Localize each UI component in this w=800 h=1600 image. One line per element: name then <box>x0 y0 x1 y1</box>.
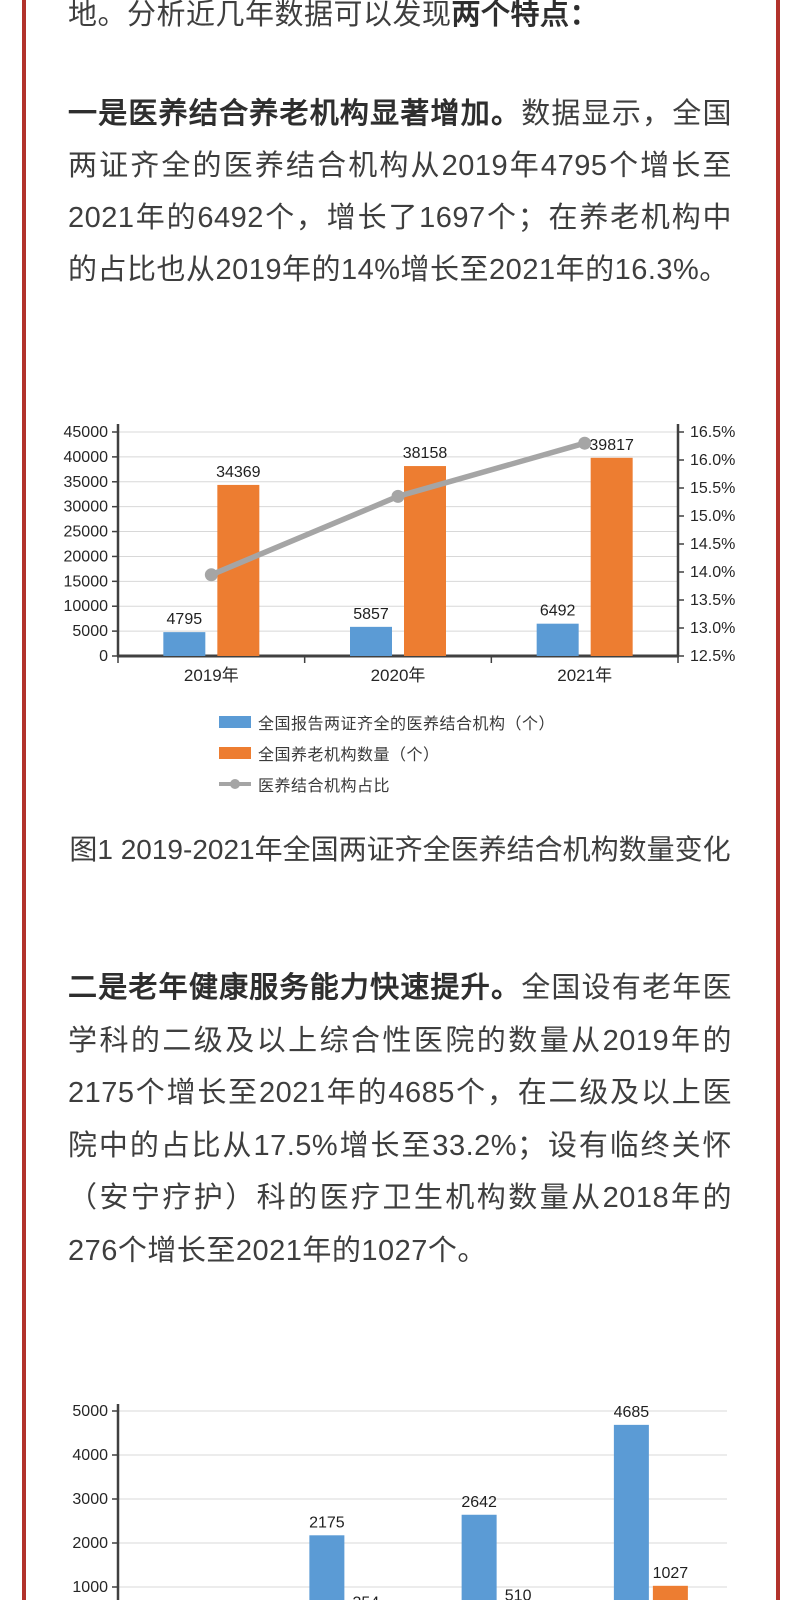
bar-value-label: 2175 <box>309 1514 345 1531</box>
bar-blue <box>309 1535 345 1600</box>
left-axis-label: 10000 <box>64 598 109 615</box>
figure1-caption: 图1 2019-2021年全国两证齐全医养结合机构数量变化 <box>69 834 731 865</box>
left-axis-label: 2000 <box>72 1535 108 1552</box>
left-axis-label: 25000 <box>64 524 109 541</box>
left-axis-label: 5000 <box>72 1403 108 1420</box>
bar-orange <box>652 1585 688 1600</box>
bar-value-label: 38158 <box>403 445 448 462</box>
intro-bold-text: 两个特点： <box>451 0 600 31</box>
figure1-combo-chart: 0 5000 10000 15000 20000 25000 30000 35000 40000… <box>38 400 762 800</box>
bar-value-label: 510 <box>505 1588 532 1600</box>
blue-series-swatch <box>219 715 251 728</box>
right-red-border <box>776 0 780 1600</box>
x-axis-label: 2021年 <box>557 666 612 685</box>
right-axis-label: 16.5% <box>690 424 735 441</box>
right-axis-label: 16.0% <box>690 452 735 469</box>
chart1-legend: 全国报告两证齐全的医养结合机构（个） 全国养老机构数量（个） 医养结合机构占比 <box>219 706 555 799</box>
legend-item-orange-bars: 全国养老机构数量（个） <box>219 737 555 768</box>
bar-orange <box>590 457 633 656</box>
trend-marker <box>578 436 592 450</box>
combo-chart-canvas: 0 5000 10000 15000 20000 25000 30000 35000 40000… <box>64 424 735 685</box>
x-axis-label: 2020年 <box>371 666 426 685</box>
trend-line <box>208 440 588 578</box>
legend-label-orange: 全国养老机构数量（个） <box>258 746 440 764</box>
left-axis-label: 40000 <box>64 449 109 466</box>
legend-item-blue-bars: 全国报告两证齐全的医养结合机构（个） <box>219 706 555 737</box>
bar-blue <box>461 1514 497 1600</box>
right-axis-label: 13.5% <box>690 592 735 609</box>
bar-value-label: 276 <box>200 1598 227 1600</box>
bar-blue <box>536 623 579 656</box>
bar-value-label: 6492 <box>540 603 576 620</box>
x-axis-label: 2019年 <box>184 666 239 685</box>
section1-lead: 一是医养结合养老机构显著增加。 <box>68 98 522 130</box>
left-axis-label: 20000 <box>64 548 109 565</box>
bar-value-label: 5857 <box>353 606 389 623</box>
left-axis-label: 35000 <box>64 474 109 491</box>
left-axis-label: 45000 <box>64 424 109 441</box>
legend-label-line: 医养结合机构占比 <box>258 777 391 795</box>
trend-marker <box>204 568 218 582</box>
legend-item-gray-line: 医养结合机构占比 <box>219 768 555 799</box>
section2-lead: 二是老年健康服务能力快速提升。 <box>68 972 522 1004</box>
bar-value-label: 1027 <box>653 1565 689 1582</box>
intro-text: 地。分析近几年数据可以发现 <box>68 0 452 31</box>
figure2-bar-chart: 0100020003000400050002018年2019年2020年2021… <box>38 1340 762 1600</box>
left-axis-label: 5000 <box>72 623 108 640</box>
section2-body: 全国设有老年医学科的二级及以上综合性医院的数量从2019年的2175个增长至20… <box>68 972 732 1267</box>
left-axis-label: 0 <box>99 648 108 665</box>
line-swatch-dot <box>230 779 240 789</box>
left-axis-label: 15000 <box>64 573 109 590</box>
bar-blue <box>613 1424 649 1600</box>
left-axis-label: 30000 <box>64 499 109 516</box>
bar-chart-canvas: 0100020003000400050002018年2019年2020年2021… <box>72 1403 727 1600</box>
bar-blue <box>350 626 392 656</box>
right-axis-label: 14.0% <box>690 564 735 581</box>
legend-label-blue: 全国报告两证齐全的医养结合机构（个） <box>258 715 556 733</box>
bar-value-label: 2642 <box>461 1494 497 1511</box>
section1-body: 数据显示，全国两证齐全的医养结合机构从2019年4795个增长至2021年的64… <box>68 98 732 286</box>
bar-value-label: 4685 <box>614 1404 650 1421</box>
left-axis-label: 3000 <box>72 1491 108 1508</box>
bar-value-label: 34369 <box>216 464 261 481</box>
bar-orange <box>404 466 446 656</box>
left-axis-label: 1000 <box>72 1579 108 1596</box>
right-axis-label: 13.0% <box>690 620 735 637</box>
line-series-swatch <box>219 777 251 790</box>
right-axis-label: 15.5% <box>690 480 735 497</box>
bar-value-label: 354 <box>353 1594 380 1600</box>
section1-paragraph: 一是医养结合养老机构显著增加。数据显示，全国两证齐全的医养结合机构从2019年4… <box>68 88 732 296</box>
intro-paragraph: 地。分析近几年数据可以发现两个特点： <box>68 0 732 41</box>
bar-blue <box>163 632 206 656</box>
trend-marker <box>391 489 405 503</box>
orange-series-swatch <box>219 746 251 759</box>
section2-paragraph: 二是老年健康服务能力快速提升。全国设有老年医学科的二级及以上综合性医院的数量从2… <box>68 962 732 1277</box>
bar-value-label: 39817 <box>589 437 634 454</box>
bar-value-label: 4795 <box>167 611 203 628</box>
left-axis-label: 4000 <box>72 1447 108 1464</box>
right-axis-label: 14.5% <box>690 536 735 553</box>
right-axis-label: 15.0% <box>690 508 735 525</box>
right-axis-label: 12.5% <box>690 648 735 665</box>
left-red-border <box>22 0 26 1600</box>
